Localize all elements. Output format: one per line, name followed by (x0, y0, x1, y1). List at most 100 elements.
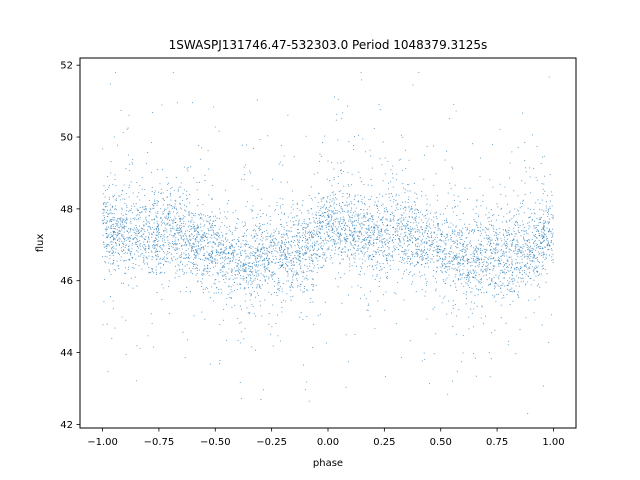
data-point (189, 238, 191, 240)
data-point (223, 260, 226, 262)
data-point (373, 204, 376, 206)
data-point (178, 226, 180, 228)
data-point (339, 241, 342, 243)
data-point (368, 235, 370, 238)
data-point (178, 215, 180, 217)
data-point (407, 202, 409, 204)
data-point (203, 273, 205, 275)
data-point (145, 246, 147, 248)
data-point (401, 261, 403, 264)
data-point (539, 248, 542, 250)
data-point (326, 249, 328, 251)
data-point (165, 261, 168, 263)
data-point (184, 209, 186, 211)
data-point (516, 213, 518, 216)
data-point (292, 273, 294, 275)
data-point (244, 173, 246, 176)
data-point (385, 208, 388, 210)
data-point (139, 244, 141, 246)
data-point (422, 221, 424, 223)
data-point (390, 219, 392, 221)
data-point (316, 271, 318, 273)
data-point (186, 257, 188, 259)
data-point (495, 274, 497, 276)
data-point (417, 209, 419, 211)
data-point (430, 258, 432, 260)
data-point (463, 265, 465, 267)
data-point (544, 268, 546, 271)
data-point (411, 211, 413, 213)
data-point (217, 245, 219, 247)
data-point (129, 252, 131, 254)
data-point (521, 270, 523, 272)
data-point (372, 239, 374, 241)
data-point (525, 244, 527, 246)
data-point (532, 260, 534, 262)
data-point (106, 256, 108, 258)
data-point (262, 389, 264, 391)
data-point (310, 186, 312, 188)
data-point (113, 247, 115, 249)
data-point (428, 218, 430, 220)
data-point (453, 194, 455, 196)
data-point (267, 260, 269, 262)
data-point (204, 245, 206, 247)
data-point (382, 252, 384, 254)
data-point (479, 289, 481, 291)
data-point (499, 183, 501, 185)
data-point (111, 235, 113, 237)
data-point (268, 312, 270, 315)
data-point (236, 265, 238, 267)
data-point (333, 213, 335, 215)
data-point (305, 246, 308, 249)
data-point (184, 238, 186, 240)
data-point (481, 292, 483, 294)
data-point (298, 222, 300, 224)
data-point (317, 260, 319, 262)
data-point (215, 237, 217, 239)
data-point (177, 239, 179, 241)
data-point (195, 249, 197, 251)
data-point (167, 216, 170, 219)
data-point (407, 258, 409, 260)
data-point (189, 213, 191, 215)
data-point (398, 238, 400, 240)
data-point (418, 238, 420, 240)
data-point (319, 153, 321, 155)
data-point (552, 235, 554, 237)
data-point (546, 239, 548, 241)
data-point (337, 221, 339, 223)
data-point (467, 260, 469, 262)
data-point (366, 213, 368, 215)
data-point (237, 271, 239, 273)
data-point (536, 225, 538, 227)
data-point (254, 252, 256, 254)
data-point (280, 236, 282, 238)
data-point (453, 255, 455, 257)
data-point (255, 349, 257, 351)
data-point (521, 277, 523, 280)
data-point (454, 240, 456, 242)
data-point (427, 259, 429, 262)
data-point (202, 292, 204, 294)
data-point (160, 208, 162, 210)
data-point (126, 210, 128, 212)
data-point (152, 256, 154, 258)
data-point (478, 274, 480, 276)
data-point (167, 215, 170, 217)
data-point (451, 166, 453, 168)
data-point (366, 250, 368, 252)
data-point (448, 253, 451, 255)
data-point (401, 217, 403, 219)
data-point (206, 220, 208, 223)
data-point (142, 206, 144, 208)
data-point (509, 290, 511, 293)
data-point (385, 229, 387, 231)
data-point (192, 258, 195, 260)
data-point (421, 190, 423, 192)
data-point (361, 252, 363, 254)
data-point (442, 213, 444, 215)
data-point (503, 255, 505, 257)
data-point (126, 206, 128, 208)
data-point (345, 251, 347, 253)
